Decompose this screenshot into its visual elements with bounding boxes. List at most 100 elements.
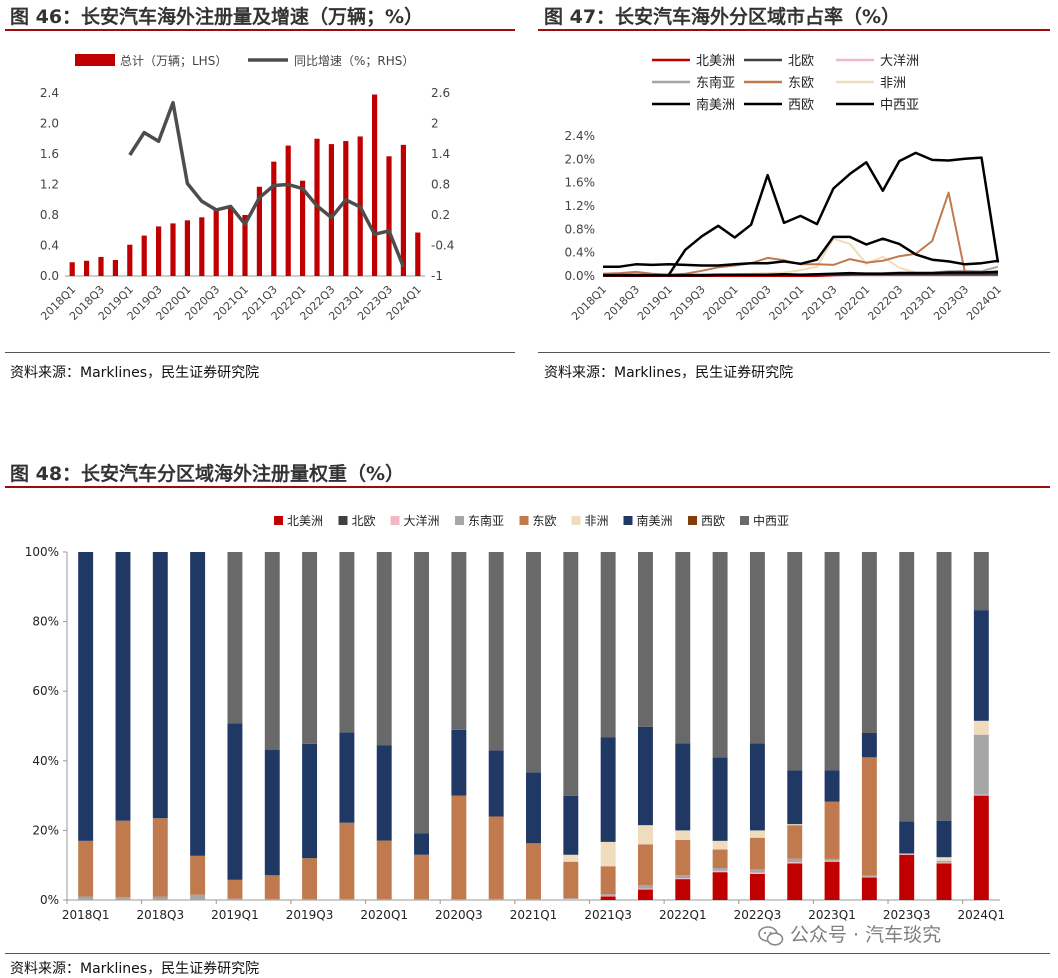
fig46-bar — [69, 262, 75, 276]
fig47-legend-label: 北美洲 — [696, 54, 735, 69]
fig48-bar-segment — [675, 879, 691, 900]
fig46-ytick-left: 0.0 — [40, 269, 59, 283]
fig48-title-rule — [5, 486, 1050, 488]
fig48-bar-segment — [526, 843, 541, 899]
fig48-bar-segment — [488, 898, 504, 900]
fig47-legend-label: 东南亚 — [696, 75, 735, 91]
fig48-bar-segment — [451, 899, 467, 900]
fig48-bar-segment — [899, 854, 915, 900]
fig46-source: 资料来源：Marklines，民生证券研究院 — [10, 365, 260, 381]
fig48-bar-segment — [787, 770, 803, 825]
fig48-legend-label: 南美洲 — [637, 513, 673, 528]
fig48-bar-segment — [227, 723, 243, 880]
fig48-bar-segment — [787, 552, 803, 771]
fig46-bar — [343, 141, 349, 276]
fig48-xtick: 2019Q3 — [286, 908, 334, 922]
fig48-bar-segment — [973, 795, 989, 900]
fig48-bar-segment — [637, 888, 653, 890]
fig46-ytick-left: 2.4 — [40, 86, 59, 100]
fig48-bar-segment — [749, 552, 765, 744]
fig48-legend-swatch — [688, 516, 697, 525]
fig48-bar-segment — [637, 552, 653, 727]
fig48-bar-segment — [526, 552, 541, 773]
fig48-bar-segment — [227, 879, 243, 899]
fig48-bar-segment — [637, 889, 653, 900]
fig46-ytick-left: 0.4 — [40, 239, 59, 253]
fig47-legend-label: 非洲 — [880, 76, 906, 91]
fig46-bar — [170, 223, 176, 276]
fig48-bar-segment — [302, 743, 318, 859]
fig48-legend-swatch — [390, 516, 400, 525]
fig48-legend-swatch — [623, 516, 633, 525]
fig48-legend-swatch — [338, 516, 348, 525]
fig48-bar-segment — [749, 837, 765, 870]
fig47-series-line — [603, 235, 999, 268]
fig46-bar — [213, 209, 219, 276]
fig47-legend-label: 中西亚 — [880, 98, 919, 113]
fig47-ytick: 2.4% — [565, 129, 596, 143]
fig48-bar-segment — [600, 866, 616, 895]
fig48-bar-segment — [302, 858, 318, 899]
fig48-xtick: 2022Q3 — [734, 908, 782, 922]
fig48-legend-swatch — [519, 516, 529, 525]
fig48-bar-segment — [414, 552, 430, 834]
fig46-bar — [228, 208, 234, 276]
fig47-title-rule — [538, 29, 1050, 31]
fig48-legend-label: 北美洲 — [287, 514, 323, 528]
fig48-bar-segment — [488, 750, 504, 817]
wechat-icon — [758, 925, 784, 946]
fig48-bar-segment — [712, 757, 728, 841]
fig48-bar-segment — [637, 726, 653, 826]
fig47-legend-label: 北欧 — [788, 54, 814, 69]
fig48-bar-segment — [712, 840, 728, 850]
fig48-xtick: 2021Q1 — [510, 908, 558, 922]
fig48-bar-segment — [712, 870, 728, 873]
fig47-ytick: 1.6% — [565, 176, 596, 190]
fig48-bar-segment — [563, 861, 579, 899]
fig48-legend-label: 北欧 — [352, 514, 376, 528]
fig48-bar-segment — [563, 795, 579, 855]
fig48-bar-segment — [376, 745, 392, 841]
fig46-bar — [199, 217, 205, 276]
fig48-bar-segment — [973, 734, 989, 795]
fig48-bar-segment — [824, 861, 840, 900]
fig47-series-line — [603, 270, 999, 277]
fig46-ytick-right: 0.8 — [431, 178, 450, 192]
fig48-bar-segment — [414, 854, 430, 899]
fig46-bar — [127, 244, 133, 276]
fig46-title-rule — [5, 29, 515, 31]
fig48-bar-segment — [526, 772, 541, 844]
fig48-bar-segment — [488, 552, 504, 751]
fig47-source: 资料来源：Marklines，民生证券研究院 — [544, 365, 794, 381]
fig48-bar-segment — [787, 858, 803, 863]
fig48-bar-segment — [376, 898, 392, 900]
fig46-bar — [256, 186, 262, 276]
fig48-bar-segment — [675, 743, 691, 831]
fig48-bar-segment — [899, 854, 915, 855]
fig46-bar — [156, 226, 162, 276]
fig48-bar-segment — [936, 820, 952, 858]
fig48-bar-segment — [749, 743, 765, 831]
fig48-bar-segment — [973, 552, 989, 611]
fig48-bar-segment — [824, 801, 840, 859]
fig48-bar-segment — [115, 897, 131, 900]
fig48-bar-segment — [749, 830, 765, 838]
fig48-bar-segment — [376, 840, 392, 899]
fig48-bar-segment — [414, 833, 430, 855]
fig48-bar-segment — [339, 898, 355, 900]
fig48-bar-segment — [264, 898, 280, 900]
fig48-bar-segment — [264, 750, 280, 876]
fig47-legend-label: 大洋洲 — [880, 54, 919, 69]
fig48-ytick: 80% — [32, 615, 59, 629]
fig48-bar-segment — [600, 895, 616, 897]
fig46-ytick-left: 0.8 — [40, 208, 59, 222]
fig48-legend-swatch — [740, 516, 749, 525]
fig48-title: 图 48：长安汽车分区域海外注册量权重（%） — [10, 463, 405, 485]
fig48-bar-segment — [824, 770, 840, 802]
fig48-xtick: 2018Q1 — [62, 908, 110, 922]
fig48-source-rule — [5, 953, 1050, 954]
fig48-bar-segment — [152, 552, 168, 819]
fig48-bar-segment — [861, 732, 877, 758]
